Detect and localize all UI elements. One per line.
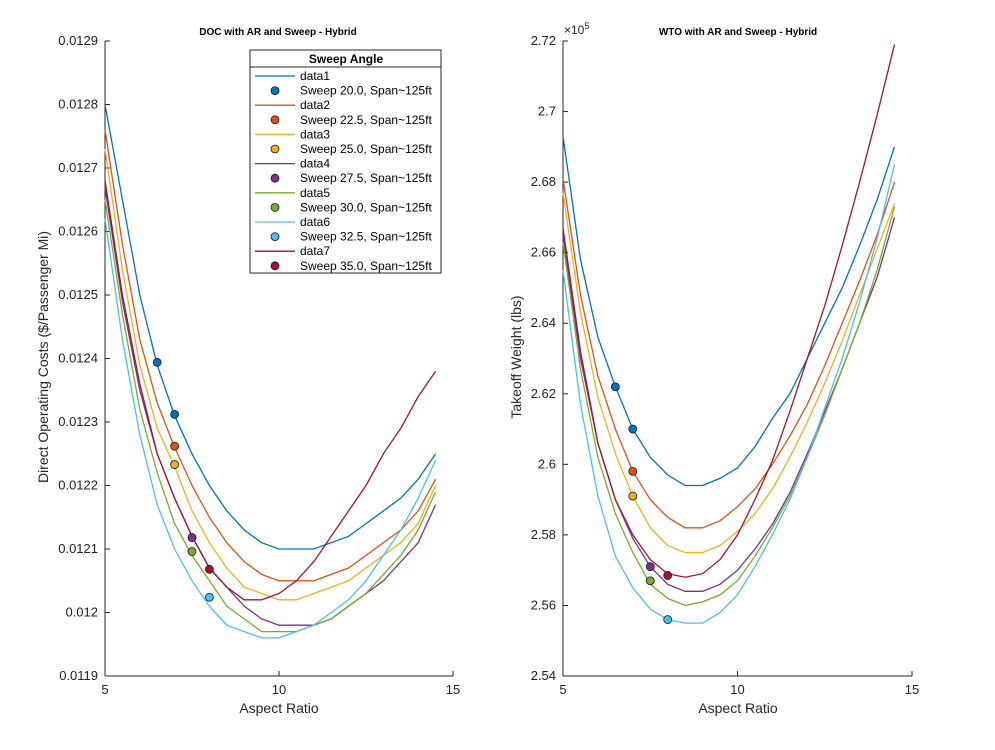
legend-entry-label: Sweep 22.5, Span~125ft bbox=[300, 113, 432, 127]
doc-y-axis-label: Direct Operating Costs ($/Passenger Mi) bbox=[35, 231, 51, 483]
wto-x-axis-label: Aspect Ratio bbox=[698, 700, 778, 716]
doc-series-line-data5 bbox=[104, 199, 437, 633]
doc-y-tick-label: 0.012 bbox=[65, 605, 98, 620]
doc-x-tick-label: 5 bbox=[101, 682, 108, 697]
wto-y-tick-label: 2.6 bbox=[538, 456, 556, 471]
wto-y-tick-label: 2.56 bbox=[531, 597, 556, 612]
doc-x-tick-label: 15 bbox=[446, 682, 460, 697]
wto-series-line-data1 bbox=[562, 136, 896, 487]
doc-y-tick-label: 0.0123 bbox=[58, 414, 98, 429]
legend-entry-label: data1 bbox=[300, 69, 330, 83]
wto-x-tick-label: 15 bbox=[905, 682, 919, 697]
wto-y-tick-label: 2.68 bbox=[531, 174, 556, 189]
wto-y-tick-label: 2.66 bbox=[531, 245, 556, 260]
doc-marker-point bbox=[170, 460, 180, 469]
doc-marker-point bbox=[152, 357, 162, 367]
doc-y-tick-label: 0.0127 bbox=[58, 160, 98, 175]
doc-chart-title: DOC with AR and Sweep - Hybrid bbox=[199, 27, 356, 38]
doc-series-line-data1 bbox=[104, 104, 437, 550]
doc-y-tick-label: 0.0124 bbox=[58, 351, 98, 366]
doc-marker-point bbox=[204, 592, 214, 602]
legend-marker-swatch bbox=[270, 202, 280, 212]
legend-box bbox=[249, 49, 442, 274]
wto-marker-point bbox=[610, 382, 620, 392]
legend-entry-label: data5 bbox=[300, 186, 330, 200]
doc-y-tick-label: 0.0121 bbox=[58, 541, 98, 556]
wto-series-line-data3 bbox=[562, 192, 896, 554]
wto-series-line-data7 bbox=[562, 44, 896, 578]
doc-series-line-data7 bbox=[104, 180, 437, 601]
legend-entry-label: data7 bbox=[300, 244, 330, 258]
wto-chart-title: WTO with AR and Sweep - Hybrid bbox=[659, 27, 817, 38]
legend-entry-label: Sweep 25.0, Span~125ft bbox=[300, 142, 432, 156]
wto-series-line-data5 bbox=[562, 206, 896, 607]
wto-marker-point bbox=[663, 571, 673, 580]
doc-marker-point bbox=[187, 547, 197, 556]
wto-y-tick-label: 2.54 bbox=[531, 668, 556, 683]
legend-marker-swatch bbox=[270, 232, 280, 242]
wto-exponent-label: ×105 bbox=[564, 21, 589, 37]
legend-entry-label: data6 bbox=[300, 215, 330, 229]
doc-y-tick-label: 0.0125 bbox=[58, 287, 98, 302]
wto-marker-point bbox=[645, 576, 655, 586]
legend-marker-swatch bbox=[270, 173, 280, 183]
legend-title: Sweep Angle bbox=[309, 52, 384, 66]
doc-y-tick-label: 0.0126 bbox=[58, 224, 98, 239]
doc-x-axis-label: Aspect Ratio bbox=[239, 700, 319, 716]
legend-entry-label: Sweep 30.0, Span~125ft bbox=[300, 200, 432, 214]
wto-marker-point bbox=[628, 491, 638, 501]
wto-series-line-data6 bbox=[562, 164, 896, 624]
legend-entry-label: data3 bbox=[300, 127, 330, 141]
wto-y-axis-label: Takeoff Weight (lbs) bbox=[508, 295, 524, 418]
legend-marker-swatch bbox=[270, 86, 280, 95]
wto-marker-point bbox=[663, 615, 673, 624]
doc-marker-point bbox=[170, 409, 180, 419]
wto-y-tick-label: 2.7 bbox=[538, 104, 556, 119]
legend-entry-label: data2 bbox=[300, 98, 330, 112]
legend-marker-swatch bbox=[270, 144, 280, 154]
wto-series-line-data2 bbox=[562, 178, 896, 529]
wto-marker-point bbox=[628, 424, 638, 434]
doc-marker-point bbox=[204, 564, 214, 574]
doc-marker-point bbox=[170, 441, 180, 451]
wto-series-line-data4 bbox=[562, 217, 896, 592]
wto-y-tick-label: 2.64 bbox=[531, 315, 556, 330]
doc-y-tick-label: 0.0128 bbox=[58, 97, 98, 112]
wto-x-tick-label: 10 bbox=[730, 682, 744, 697]
legend-entry-label: Sweep 27.5, Span~125ft bbox=[300, 171, 432, 185]
wto-subplot: WTO with AR and Sweep - Hybrid Aspect Ra… bbox=[508, 21, 919, 716]
wto-y-tick-label: 2.72 bbox=[531, 33, 556, 48]
legend-marker-swatch bbox=[270, 261, 280, 271]
doc-series-line-data6 bbox=[104, 218, 437, 639]
legend-entry-label: Sweep 32.5, Span~125ft bbox=[300, 230, 432, 244]
wto-marker-point bbox=[645, 562, 655, 572]
legend-entry-label: Sweep 35.0, Span~125ft bbox=[300, 259, 432, 273]
doc-y-tick-label: 0.0122 bbox=[58, 478, 98, 493]
legend-marker-swatch bbox=[270, 115, 280, 125]
doc-subplot: DOC with AR and Sweep - Hybrid Aspect Ra… bbox=[35, 27, 460, 716]
doc-y-tick-label: 0.0119 bbox=[59, 668, 98, 683]
doc-y-tick-label: 0.0129 bbox=[58, 33, 98, 48]
legend-entry-label: data4 bbox=[300, 157, 330, 171]
wto-x-tick-label: 5 bbox=[559, 682, 566, 697]
doc-x-tick-label: 10 bbox=[272, 682, 286, 697]
doc-series-line-data2 bbox=[104, 129, 437, 582]
doc-marker-point bbox=[187, 533, 197, 542]
wto-marker-point bbox=[628, 466, 638, 476]
legend-entry-label: Sweep 20.0, Span~125ft bbox=[300, 84, 432, 98]
wto-y-tick-label: 2.62 bbox=[531, 386, 556, 401]
wto-y-tick-label: 2.58 bbox=[531, 527, 556, 542]
